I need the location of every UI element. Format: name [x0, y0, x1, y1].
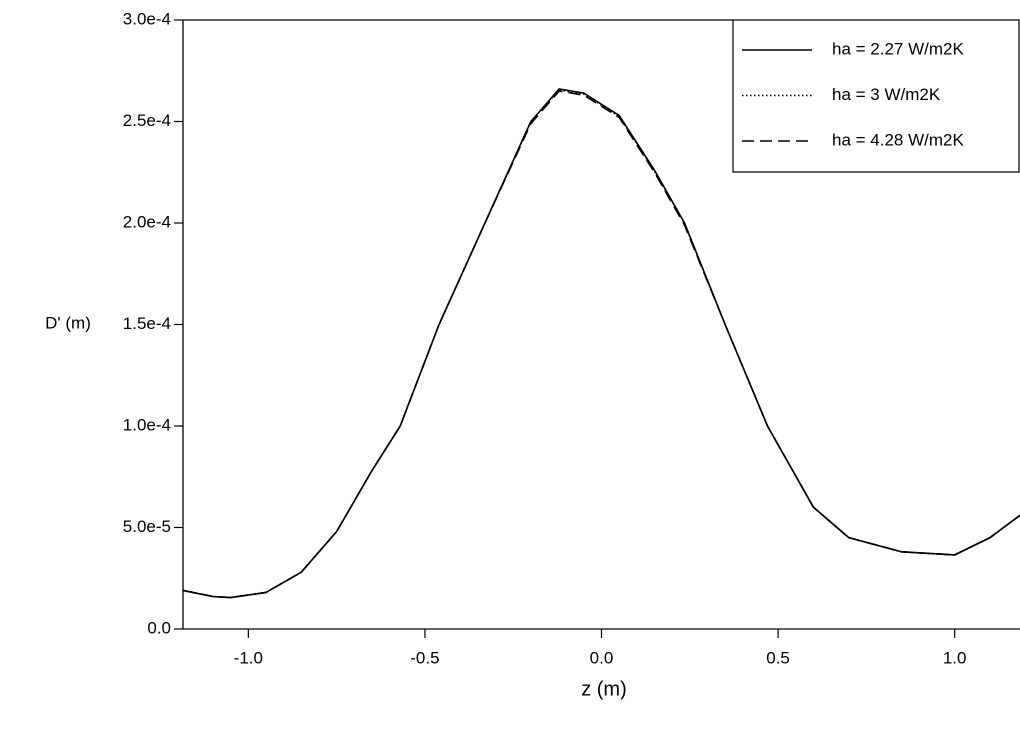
- x-tick-label: -1.0: [234, 648, 263, 667]
- x-tick-label: 0.0: [590, 648, 614, 667]
- legend-box: [732, 19, 1020, 173]
- y-tick-label: 0.0: [147, 618, 171, 637]
- series-line: [182, 90, 1020, 599]
- x-tick-label: 1.0: [943, 648, 967, 667]
- series-line: [182, 89, 1020, 599]
- y-tick-label: 1.0e-4: [123, 415, 171, 434]
- y-tick-label: 2.5e-4: [123, 111, 171, 130]
- x-tick-label: 0.5: [766, 648, 790, 667]
- legend-label: ha = 2.27 W/m2K: [832, 39, 964, 58]
- legend-label: ha = 4.28 W/m2K: [832, 130, 964, 149]
- y-tick-label: 3.0e-4: [123, 9, 171, 28]
- y-tick-label: 1.5e-4: [123, 314, 171, 333]
- legend-label: ha = 3 W/m2K: [832, 85, 941, 104]
- x-tick-label: -0.5: [410, 648, 439, 667]
- y-axis-label: D' (m): [45, 313, 91, 332]
- y-tick-label: 5.0e-5: [123, 517, 171, 536]
- x-axis-label: z (m): [581, 678, 627, 700]
- y-tick-label: 2.0e-4: [123, 212, 171, 231]
